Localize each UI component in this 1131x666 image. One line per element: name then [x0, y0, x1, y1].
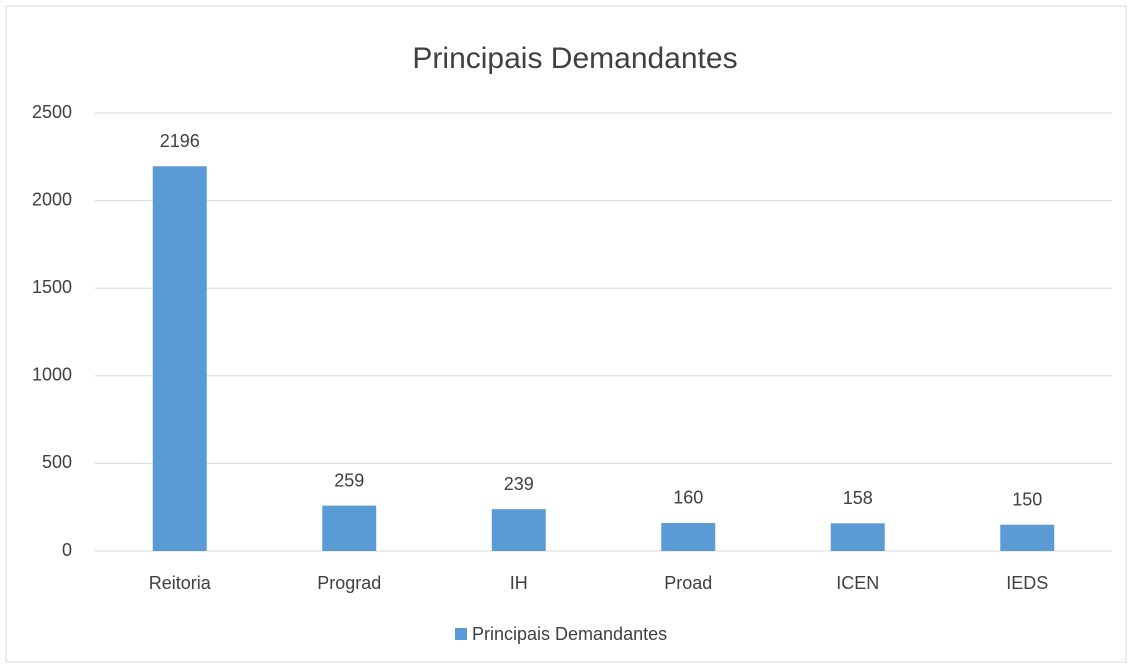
- y-tick-label: 1500: [32, 277, 72, 297]
- data-label: 158: [843, 488, 873, 508]
- bar: [152, 166, 207, 551]
- bar: [322, 505, 377, 551]
- x-tick-label: Prograd: [317, 573, 381, 593]
- legend-swatch: [455, 628, 467, 640]
- x-tick-label: Reitoria: [149, 573, 212, 593]
- chart-title: Principais Demandantes: [412, 42, 737, 75]
- bar: [1000, 524, 1055, 551]
- bar: [661, 522, 716, 551]
- x-tick-label: ICEN: [836, 573, 879, 593]
- y-tick-label: 2500: [32, 102, 72, 122]
- y-tick-label: 0: [62, 540, 72, 560]
- data-label: 2196: [160, 131, 200, 151]
- y-tick-label: 1000: [32, 365, 72, 385]
- x-tick-label: Proad: [664, 573, 712, 593]
- bar: [830, 523, 885, 551]
- data-label: 259: [334, 470, 364, 490]
- bar: [491, 509, 546, 551]
- data-label: 239: [504, 474, 534, 494]
- data-label: 160: [673, 488, 703, 508]
- y-tick-label: 500: [42, 452, 72, 472]
- legend-label: Principais Demandantes: [472, 624, 667, 644]
- data-label: 150: [1012, 489, 1042, 509]
- x-tick-label: IH: [510, 573, 528, 593]
- x-tick-label: IEDS: [1006, 573, 1048, 593]
- y-tick-label: 2000: [32, 189, 72, 209]
